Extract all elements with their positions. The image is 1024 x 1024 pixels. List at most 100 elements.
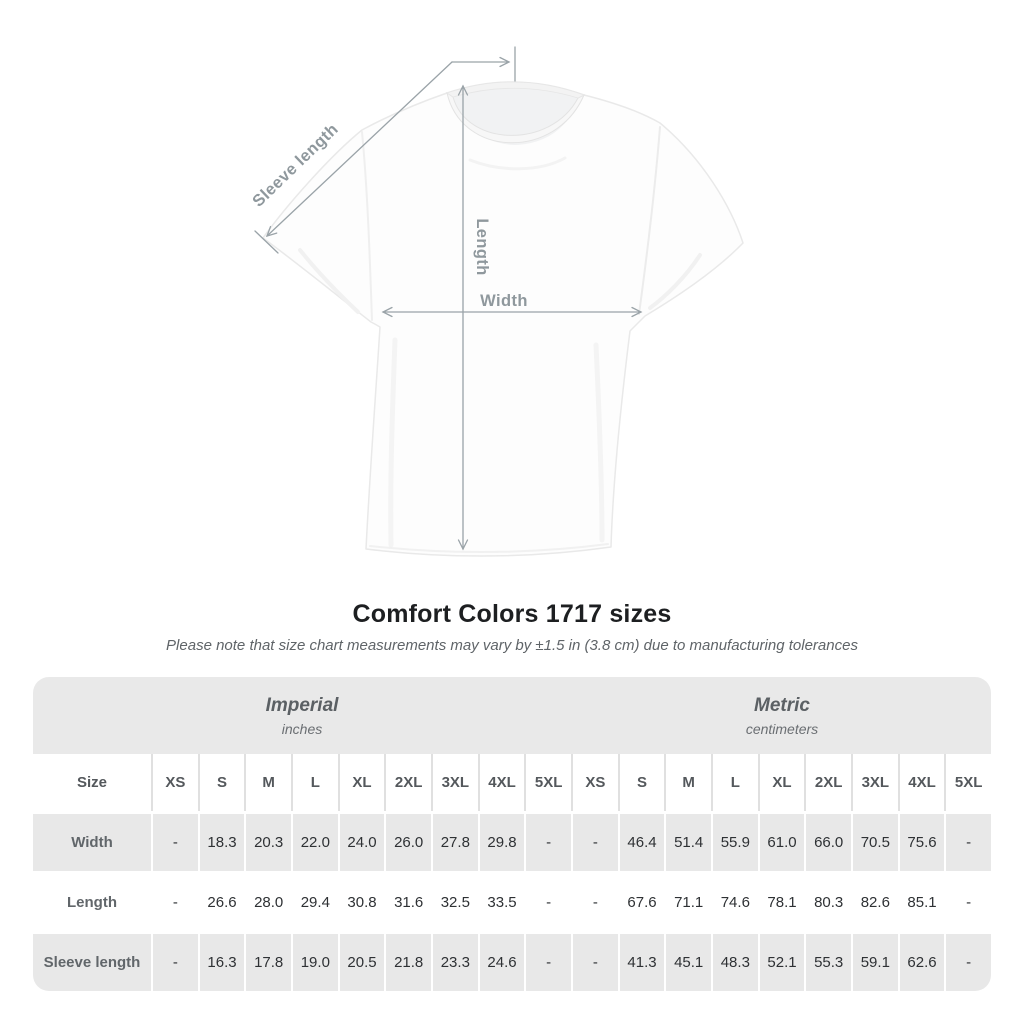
measurement-value: 74.6 [713, 874, 758, 931]
imperial-unit: inches [281, 720, 323, 737]
measurement-value: 24.6 [479, 934, 525, 991]
row-label: Length [33, 874, 151, 931]
size-column-header: 5XL [946, 754, 991, 811]
measurement-row: Sleeve length -16.3 17.8 19.0 20.5 21.8 23.3 24… [33, 934, 991, 991]
measurement-value: 23.3 [433, 934, 478, 991]
measurement-value: 41.3 [619, 934, 665, 991]
measurement-value: - [573, 814, 618, 871]
measurement-value: 29.8 [479, 814, 525, 871]
measurement-value: - [526, 934, 571, 991]
measurement-value: 18.3 [199, 814, 245, 871]
measurement-value: 20.3 [246, 814, 291, 871]
measurement-value: 52.1 [759, 934, 805, 991]
size-column-header: 3XL [853, 754, 898, 811]
measurement-value: 70.5 [853, 814, 898, 871]
measurement-value: 61.0 [759, 814, 805, 871]
metric-unit: centimeters [745, 720, 819, 737]
measurement-value: - [526, 874, 571, 931]
size-column-header: XL [339, 754, 385, 811]
measurement-value: - [946, 934, 991, 991]
sleeve-length-measure-line [254, 46, 516, 254]
measurement-value: 17.8 [246, 934, 291, 991]
measurement-value: 71.1 [666, 874, 711, 931]
size-header-row: Size XS S M L XL 2XL 3XL 4XL 5XL XS S M L XL 2XL 3XL 4XL 5… [33, 754, 991, 811]
measurement-value: 66.0 [806, 814, 851, 871]
measurement-row: Width -18.3 20.3 22.0 24.0 26.0 27.8 29.8- -46.4… [33, 814, 991, 871]
measurement-value: 21.8 [386, 934, 431, 991]
measurement-value: 22.0 [293, 814, 338, 871]
unit-header-band: Imperial inches Metric centimeters [33, 677, 991, 754]
tshirt-image [262, 81, 744, 557]
tshirt-measurement-diagram: Width Length Sleeve length [249, 46, 744, 557]
size-column-header: 5XL [526, 754, 571, 811]
measurement-value: 20.5 [339, 934, 385, 991]
size-column-header: XL [759, 754, 805, 811]
size-column-header: S [619, 754, 665, 811]
measurement-row: Length -26.6 28.0 29.4 30.8 31.6 32.5 33.5- -67.… [33, 874, 991, 931]
size-guide-page: Width Length Sleeve length Comfort Color… [33, 46, 991, 991]
measurement-value: 30.8 [339, 874, 385, 931]
measurement-value: 67.6 [619, 874, 665, 931]
measurement-value: 27.8 [433, 814, 478, 871]
size-column-header: L [293, 754, 338, 811]
measurement-value: 26.0 [386, 814, 431, 871]
measurement-value: - [946, 814, 991, 871]
back-collar [446, 81, 586, 99]
size-column-header: XS [573, 754, 618, 811]
measurement-value: 16.3 [199, 934, 245, 991]
measurement-value: 78.1 [759, 874, 805, 931]
measurement-value: 32.5 [433, 874, 478, 931]
measurement-value: 85.1 [899, 874, 945, 931]
measurement-value: 51.4 [666, 814, 711, 871]
tolerance-note: Please note that size chart measurements… [166, 637, 858, 654]
width-measure-line [381, 306, 643, 318]
size-column-header: M [666, 754, 711, 811]
size-column-header: XS [153, 754, 198, 811]
measurement-value: 45.1 [666, 934, 711, 991]
measurement-value: 33.5 [479, 874, 525, 931]
measurement-value: - [573, 874, 618, 931]
measurement-value: 31.6 [386, 874, 431, 931]
size-column-header: 4XL [479, 754, 525, 811]
measurement-value: - [946, 874, 991, 931]
size-column-header: S [199, 754, 245, 811]
measurement-value: 26.6 [199, 874, 245, 931]
measurement-value: - [153, 934, 198, 991]
length-measure-line [457, 84, 469, 551]
size-chart-table: Imperial inches Metric centimeters Size X… [33, 677, 991, 991]
size-corner-header: Size [33, 754, 151, 811]
length-label: Length [473, 218, 491, 275]
measurement-value: 46.4 [619, 814, 665, 871]
measurement-value: 55.9 [713, 814, 758, 871]
width-label: Width [480, 292, 528, 310]
measurement-value: 55.3 [806, 934, 851, 991]
measurement-annotations [254, 46, 643, 551]
measurement-value: 75.6 [899, 814, 945, 871]
measurement-value: - [526, 814, 571, 871]
tshirt-diagram-svg: Width Length Sleeve length [249, 46, 744, 557]
size-column-header: 2XL [806, 754, 851, 811]
tshirt-body [262, 81, 744, 557]
measurement-value: 48.3 [713, 934, 758, 991]
imperial-title: Imperial [265, 694, 339, 716]
measurement-value: 24.0 [339, 814, 385, 871]
measurement-value: - [153, 874, 198, 931]
size-column-header: 2XL [386, 754, 431, 811]
size-column-header: 4XL [899, 754, 945, 811]
measurement-value: 19.0 [293, 934, 338, 991]
measurement-value: 59.1 [853, 934, 898, 991]
metric-title: Metric [754, 694, 810, 716]
metric-section-header: Metric centimeters [573, 695, 991, 737]
measurement-value: - [573, 934, 618, 991]
row-label: Sleeve length [33, 934, 151, 991]
row-label: Width [33, 814, 151, 871]
page-title: Comfort Colors 1717 sizes [352, 600, 672, 628]
measurement-value: 28.0 [246, 874, 291, 931]
size-column-header: L [713, 754, 758, 811]
fabric-creases [298, 126, 702, 554]
measurement-value: - [153, 814, 198, 871]
measurement-value: 29.4 [293, 874, 338, 931]
size-column-header: 3XL [433, 754, 478, 811]
imperial-section-header: Imperial inches [33, 695, 571, 737]
size-column-header: M [246, 754, 291, 811]
